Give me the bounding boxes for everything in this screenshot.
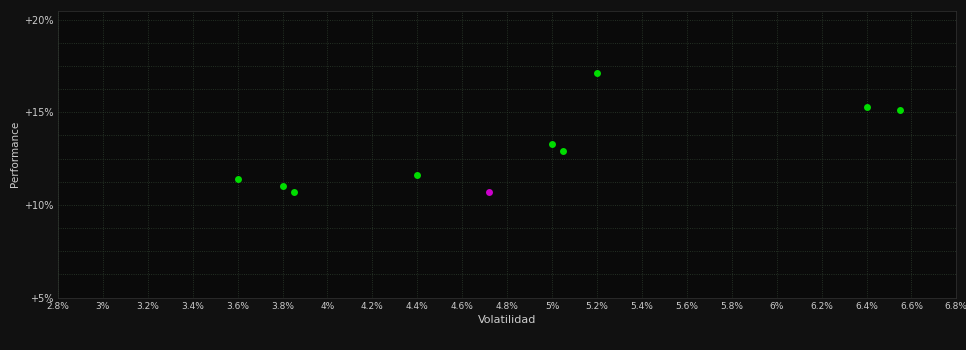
Point bbox=[545, 141, 560, 147]
Point bbox=[555, 148, 571, 154]
Point bbox=[589, 71, 605, 76]
Y-axis label: Performance: Performance bbox=[10, 121, 20, 187]
X-axis label: Volatilidad: Volatilidad bbox=[478, 315, 536, 325]
Point bbox=[410, 173, 425, 178]
Point bbox=[286, 189, 301, 195]
Point bbox=[230, 176, 245, 182]
Point bbox=[481, 189, 497, 195]
Point bbox=[859, 104, 874, 110]
Point bbox=[274, 184, 290, 189]
Point bbox=[893, 108, 908, 113]
